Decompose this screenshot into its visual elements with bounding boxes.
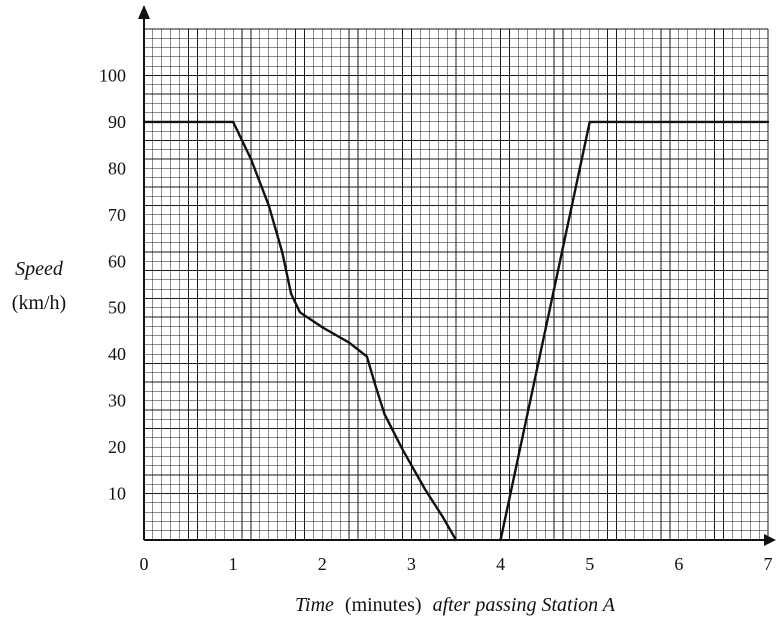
y-tick-label: 60 (108, 251, 126, 271)
x-tick-label: 7 (764, 554, 773, 574)
series-line-1 (142, 120, 458, 542)
x-axis-label-primary: Time (295, 594, 334, 616)
y-axis-label-secondary: (km/h) (12, 292, 66, 314)
y-tick-label: 100 (99, 65, 126, 85)
y-axis-arrow (138, 5, 150, 19)
x-tick-label: 0 (140, 554, 149, 574)
y-tick-label: 90 (108, 112, 126, 132)
x-tick-label: 3 (407, 554, 416, 574)
y-tick-label: 30 (108, 391, 126, 411)
x-axis-label: Time (minutes) after passing Station A (295, 594, 616, 616)
y-tick-label: 10 (108, 484, 126, 504)
grid (143, 28, 769, 541)
y-tick-label: 40 (108, 344, 126, 364)
x-axis-arrow (764, 534, 776, 546)
y-tick-label: 20 (108, 437, 126, 457)
x-axis-label-suffix: after passing Station A (433, 594, 616, 616)
y-tick-label: 70 (108, 205, 126, 225)
y-axis-label-primary: Speed (15, 258, 64, 280)
series-line-2 (499, 120, 770, 542)
series-layer (142, 120, 770, 542)
x-axis-label-secondary: (minutes) (345, 594, 422, 616)
y-tick-label: 80 (108, 158, 126, 178)
x-tick-label: 4 (496, 554, 505, 574)
y-tick-label: 50 (108, 298, 126, 318)
x-tick-label: 2 (318, 554, 327, 574)
tick-labels: 0 1 2 3 4 5 6 7 10 20 30 40 50 60 70 80 90 100 (99, 65, 773, 574)
x-tick-label: 1 (229, 554, 238, 574)
x-tick-label: 5 (585, 554, 594, 574)
x-tick-label: 6 (674, 554, 683, 574)
axes (138, 5, 776, 546)
